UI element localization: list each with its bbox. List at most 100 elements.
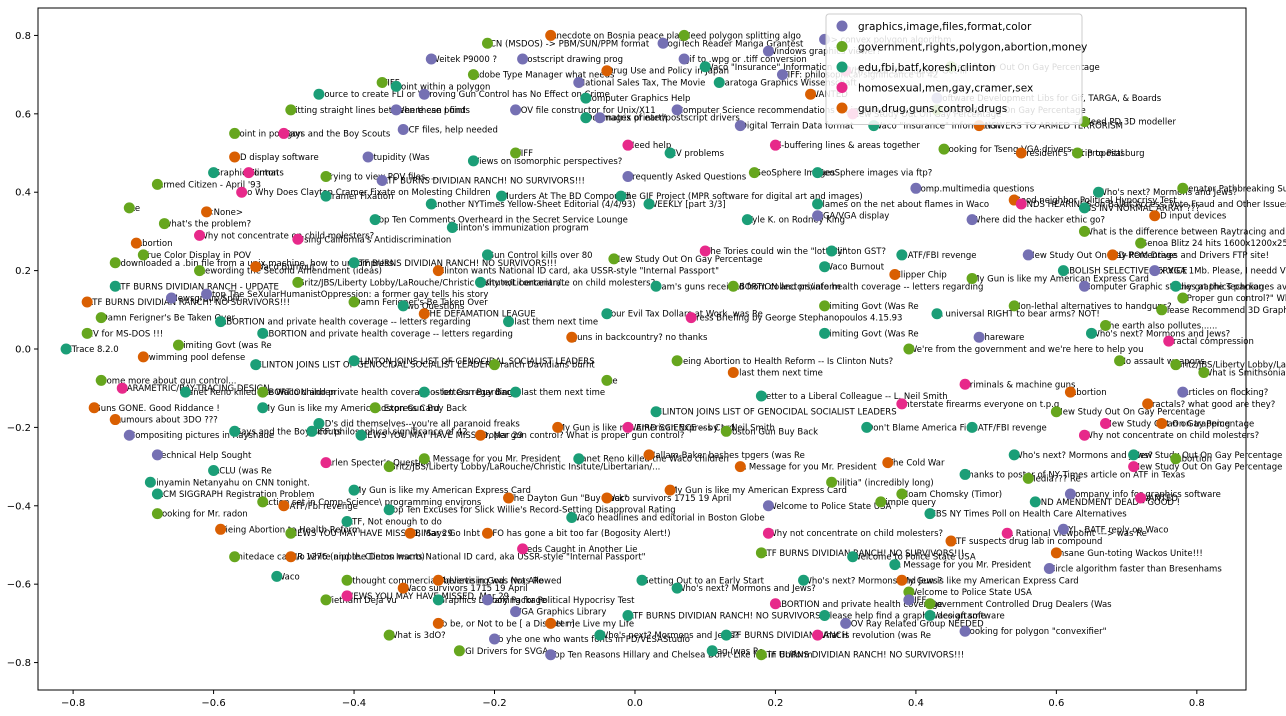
data-point bbox=[903, 586, 915, 598]
point-label: My Gun is like my American Express Card bbox=[263, 404, 440, 414]
point-label: XV problems bbox=[670, 149, 725, 159]
y-tick-label: −0.6 bbox=[7, 580, 31, 591]
y-tick-label: 0.6 bbox=[15, 109, 31, 120]
data-point bbox=[1064, 488, 1076, 500]
data-point bbox=[573, 76, 585, 88]
data-point bbox=[678, 29, 690, 41]
data-point bbox=[510, 606, 522, 618]
point-label: Abortion bbox=[1176, 455, 1212, 465]
data-point bbox=[1078, 280, 1090, 292]
point-label: Another NYTimes Yellow-Sheet Editorial (… bbox=[431, 200, 635, 210]
data-point bbox=[1177, 386, 1189, 398]
data-point bbox=[208, 167, 220, 179]
legend-marker bbox=[836, 102, 848, 114]
data-point bbox=[208, 465, 220, 477]
data-point bbox=[109, 280, 121, 292]
point-label: Saratoga Graphics Wissenschaft bbox=[719, 78, 857, 88]
point-label: Circle algorithm faster than Bresenhams bbox=[1049, 564, 1222, 574]
x-tick-label: 0.0 bbox=[627, 698, 643, 709]
data-point bbox=[847, 551, 859, 563]
data-point bbox=[1015, 198, 1027, 210]
point-label: A Rational Viewpoint ---> was Re bbox=[1007, 529, 1147, 539]
point-label: Lag (was Re bbox=[712, 647, 763, 657]
point-label: Any graphics packages available for AIX … bbox=[1176, 282, 1286, 292]
data-point bbox=[313, 417, 325, 429]
point-label: Who's next? Mormons and Jews? bbox=[677, 584, 816, 594]
point-label: Windows graphics viewer? bbox=[768, 47, 881, 57]
point-label: Your Evil Tax Dollars at Work, was Re bbox=[606, 310, 763, 320]
point-label: Z-buffering lines & areas together bbox=[775, 141, 920, 151]
point-label: Interstate firearms everyone on t.p.g bbox=[902, 400, 1059, 410]
point-label: BGI Drivers for SVGA bbox=[459, 647, 548, 657]
point-label: Action set in Comp-Science\ programming … bbox=[263, 498, 482, 508]
point-label: Top Ten Excuses for Slick Willie's Recor… bbox=[388, 506, 676, 516]
point-label: Waco survivors 1715 19 April bbox=[607, 494, 731, 504]
data-point bbox=[320, 171, 332, 183]
data-point bbox=[601, 308, 613, 320]
data-point bbox=[601, 374, 613, 386]
data-point bbox=[481, 249, 493, 261]
point-label: Proving Gun Control has No Effect on Cri… bbox=[424, 90, 610, 100]
point-label: TIFF bbox=[381, 78, 400, 88]
point-label: The Dayton Gun "Buy Back" bbox=[508, 494, 628, 504]
point-label: BATF/FBI revenge bbox=[972, 423, 1047, 433]
point-label: Why not concentrate on child molesters? bbox=[1084, 431, 1259, 441]
legend-marker bbox=[836, 82, 848, 93]
point-label: Blast them next time bbox=[733, 369, 823, 379]
point-label: 2ND AMENDMENT DEAD - GOOD ! bbox=[1035, 498, 1180, 508]
point-label: HR 1276 (and the Dems Inscro) bbox=[291, 553, 425, 563]
point-label: A Message for you Mr. President bbox=[740, 463, 877, 473]
data-point bbox=[826, 476, 838, 488]
data-point bbox=[1008, 449, 1020, 461]
legend-label: homosexual,men,gay,cramer,sex bbox=[858, 83, 1033, 95]
data-point bbox=[257, 386, 269, 398]
legend-marker bbox=[836, 20, 848, 32]
data-point bbox=[755, 547, 767, 559]
data-point bbox=[229, 127, 241, 139]
point-label: Computer Science recommendations on imag… bbox=[677, 106, 942, 116]
point-label: ATF BURNS DIVIDIAN RANCH! NO SURVIVORS!!… bbox=[761, 549, 964, 559]
data-point bbox=[762, 45, 774, 57]
legend-label: graphics,image,files,format,color bbox=[858, 21, 1032, 33]
point-label: ABORTION and private health coverage -- … bbox=[263, 388, 513, 398]
point-label: BATF/Fbi revenge bbox=[284, 502, 358, 512]
point-label: ABORTION and private health coverage -- … bbox=[221, 318, 471, 328]
point-label: Fractal compression bbox=[1169, 337, 1254, 347]
data-point bbox=[1177, 292, 1189, 304]
data-point bbox=[362, 151, 374, 163]
point-label: CLINTON JOINS LIST OF GENOCIDAL SOCIALIS… bbox=[656, 408, 897, 418]
point-label: Please Recommend 3D Graphics Library For… bbox=[1162, 306, 1286, 316]
data-point bbox=[257, 327, 269, 339]
data-point bbox=[678, 53, 690, 65]
data-point bbox=[481, 527, 493, 539]
data-point bbox=[903, 594, 915, 606]
data-point bbox=[453, 645, 465, 657]
y-tick-label: −0.8 bbox=[7, 658, 31, 669]
data-point bbox=[341, 590, 353, 602]
data-point bbox=[1149, 210, 1161, 222]
data-point bbox=[397, 124, 409, 136]
point-label: Binyamin Netanyahu on CNN tonight. bbox=[150, 478, 310, 488]
point-label: WEEKLY [part 3/3] bbox=[649, 200, 726, 210]
point-label: SCF files, help needed bbox=[403, 126, 498, 136]
data-point bbox=[1071, 147, 1083, 159]
data-point bbox=[489, 359, 501, 371]
point-label: No assault weapons bbox=[1120, 357, 1206, 367]
point-label: Sam's guns received from collectors/info… bbox=[656, 282, 841, 292]
data-point bbox=[762, 500, 774, 512]
data-point bbox=[1078, 429, 1090, 441]
data-point bbox=[1085, 327, 1097, 339]
point-label: New Study Out On Gay Percentage bbox=[1134, 451, 1283, 461]
data-point bbox=[573, 453, 585, 465]
data-point bbox=[545, 29, 557, 41]
point-label: Kyle K. on Rodney King bbox=[747, 216, 845, 226]
data-point bbox=[1128, 461, 1140, 473]
data-point bbox=[369, 214, 381, 226]
point-label: ATF suspects drug lab in compound bbox=[951, 537, 1102, 547]
point-label: ACLU (was Re bbox=[214, 467, 272, 477]
data-point bbox=[60, 343, 72, 355]
point-label: Genoa Blitz 24 hits 1600x1200x256 NI ! bbox=[1141, 239, 1286, 249]
data-point bbox=[474, 276, 486, 288]
data-point bbox=[819, 261, 831, 273]
